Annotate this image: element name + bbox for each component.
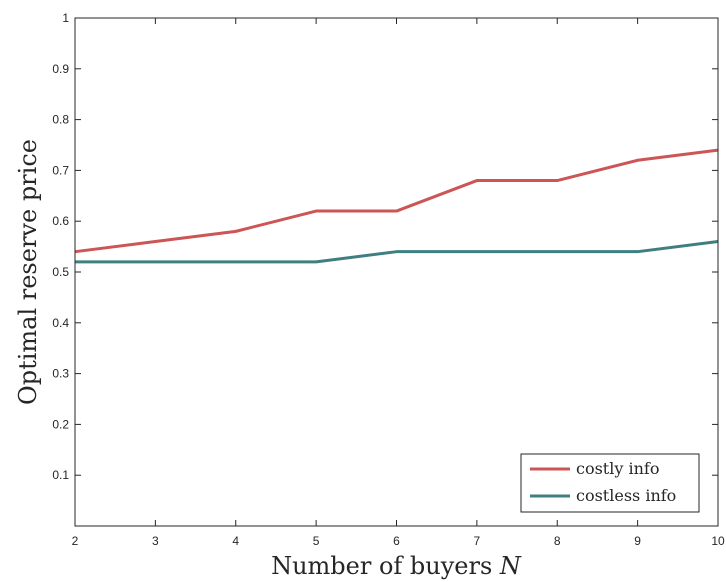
x-tick-label: 9: [634, 534, 641, 548]
x-tick-label: 6: [393, 534, 400, 548]
y-tick-label: 0.7: [52, 163, 69, 177]
plot-frame: [74, 17, 719, 527]
data-point-costly-info: [396, 210, 397, 212]
y-tick-label: 0.3: [52, 367, 69, 381]
axis-ticks: 2 3 4 5 6 7 8 9 10 0.1 0.2 0.3 0.4 0.5 0.6 0.7 0.8 0.9 1: [52, 11, 725, 548]
y-tick-label: 0.8: [52, 113, 69, 127]
data-point-costly-info: [476, 180, 478, 182]
y-tick-label: 0.5: [52, 265, 69, 279]
data-point-costly-info: [315, 210, 317, 212]
data-point-costless-info: [235, 261, 237, 263]
y-tick-label: 0.6: [52, 214, 69, 228]
x-tick-label: 4: [232, 534, 239, 548]
x-tick-label: 2: [72, 534, 79, 548]
y-tick-label: 0.4: [52, 316, 69, 330]
legend-label-costly-info: costly info: [576, 459, 659, 478]
x-tick-label: 8: [554, 534, 561, 548]
data-point-costless-info: [396, 251, 397, 253]
x-tick-label: 7: [474, 534, 481, 548]
data-point-costless-info: [556, 251, 558, 253]
y-tick-label: 1: [62, 11, 69, 25]
x-tick-label: 3: [152, 534, 159, 548]
y-tick-label: 0.1: [52, 468, 69, 482]
legend-label-costless-info: costless info: [576, 486, 676, 505]
y-axis-title: Optimal reserve price: [14, 139, 42, 405]
plot-area: [75, 18, 718, 526]
y-tick-label: 0.2: [52, 417, 69, 431]
data-point-costless-info: [637, 251, 639, 253]
data-point-costly-info: [235, 230, 237, 232]
x-tick-label: 10: [711, 534, 725, 548]
data-point-costless-info: [154, 261, 156, 263]
x-tick-label: 5: [313, 534, 320, 548]
data-point-costly-info: [154, 241, 156, 243]
legend-box: [520, 453, 700, 513]
y-tick-label: 0.9: [52, 62, 69, 76]
data-point-costless-info: [476, 251, 478, 253]
data-point-costless-info: [315, 261, 317, 263]
x-axis-title: Number of buyers N: [271, 552, 522, 580]
legend: costly info costless info: [520, 453, 700, 513]
data-point-costly-info: [637, 159, 639, 161]
data-point-costly-info: [556, 180, 558, 182]
